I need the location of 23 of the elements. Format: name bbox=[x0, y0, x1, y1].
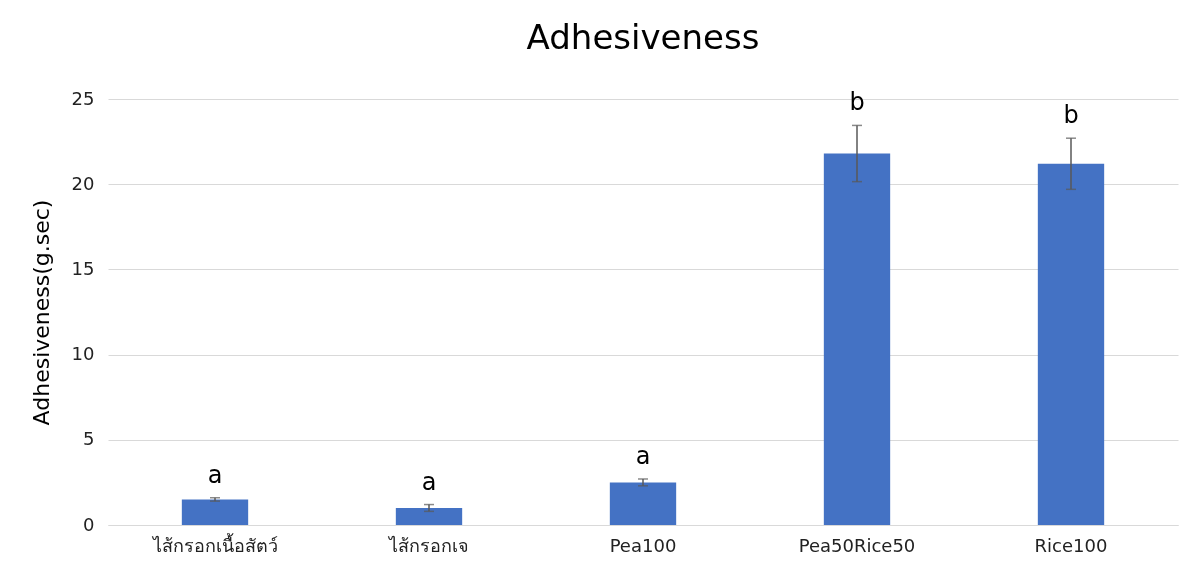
bar bbox=[395, 507, 463, 525]
x-tick-label: Pea100 bbox=[609, 534, 677, 556]
y-axis-title: Adhesiveness(g.sec) bbox=[28, 199, 54, 426]
y-tick-label: 15 bbox=[71, 257, 95, 279]
annotation: a bbox=[421, 467, 437, 496]
bar bbox=[1037, 163, 1105, 525]
y-tick-label: 20 bbox=[71, 172, 95, 194]
x-tick-label: ไส้กรอกเจ bbox=[387, 534, 469, 556]
bar bbox=[823, 153, 891, 525]
y-tick-label: 5 bbox=[83, 428, 95, 450]
x-tick-label: Rice100 bbox=[1034, 534, 1108, 556]
x-tick-label: ไส้กรอกเนื้อสัตว์ bbox=[150, 532, 278, 556]
annotation: b bbox=[849, 88, 865, 117]
annotation: b bbox=[1063, 101, 1079, 130]
y-tick-label: 0 bbox=[83, 513, 95, 535]
chart-title: Adhesiveness bbox=[526, 17, 760, 57]
annotation: a bbox=[635, 441, 651, 470]
x-tick-label: Pea50Rice50 bbox=[798, 534, 916, 556]
annotation: a bbox=[207, 460, 223, 489]
bar bbox=[181, 499, 249, 525]
y-tick-label: 10 bbox=[71, 343, 95, 365]
bar bbox=[609, 482, 677, 525]
y-tick-label: 25 bbox=[71, 87, 95, 109]
